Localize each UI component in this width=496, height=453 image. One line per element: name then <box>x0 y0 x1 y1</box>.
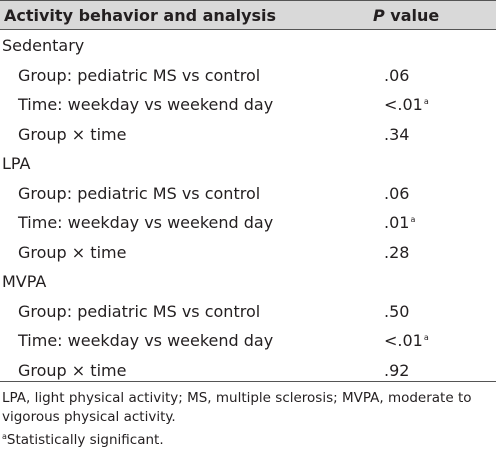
section-row-lpa: LPA <box>0 148 496 178</box>
p-value-text: .01 <box>384 213 410 232</box>
table-row: Group: pediatric MS vs control .06 <box>0 60 496 90</box>
row-label: Time: weekday vs weekend day <box>18 213 274 232</box>
table-row: Time: weekday vs weekend day .01a <box>0 207 496 237</box>
p-value-text: <.01 <box>384 95 423 114</box>
row-p-value: .28 <box>384 243 410 262</box>
table-bottom-rule <box>0 381 496 382</box>
row-p-value: .01a <box>384 213 415 232</box>
significance-marker: a <box>423 97 429 106</box>
table-row: Group × time .34 <box>0 119 496 149</box>
results-table: Activity behavior and analysis P value S… <box>0 0 496 385</box>
p-value-text: .06 <box>384 65 410 85</box>
header-activity-behavior: Activity behavior and analysis <box>4 6 277 25</box>
section-label: MVPA <box>2 272 47 291</box>
p-value-text: .34 <box>384 124 410 144</box>
table-footnotes: LPA, light physical activity; MS, multip… <box>2 389 492 450</box>
row-label: Time: weekday vs weekend day <box>18 331 274 350</box>
row-p-value: .50 <box>384 302 410 321</box>
p-value-text: .92 <box>384 360 410 380</box>
header-p-value: P value <box>373 6 439 25</box>
header-value-word: value <box>384 6 440 25</box>
significance-marker: a <box>423 333 429 342</box>
section-row-sedentary: Sedentary <box>0 30 496 60</box>
header-p-letter: P <box>373 6 385 25</box>
row-label: Group: pediatric MS vs control <box>18 301 261 321</box>
table-row: Time: weekday vs weekend day <.01a <box>0 89 496 119</box>
row-label: Group × time <box>18 360 127 380</box>
footnote-text: Statistically significant. <box>6 432 164 448</box>
row-label: Group: pediatric MS vs control <box>18 65 261 85</box>
significance-marker: a <box>410 215 416 224</box>
row-label: Group: pediatric MS vs control <box>18 183 261 203</box>
table-row: Time: weekday vs weekend day <.01a <box>0 325 496 355</box>
table-row: Group × time .92 <box>0 355 496 385</box>
row-p-value: <.01a <box>384 95 429 114</box>
p-value-text: <.01 <box>384 331 423 350</box>
row-p-value: <.01a <box>384 331 429 350</box>
row-label: Group × time <box>18 124 127 144</box>
row-p-value: .06 <box>384 66 410 85</box>
row-label: Group × time <box>18 242 127 262</box>
table-row: Group × time .28 <box>0 237 496 267</box>
row-p-value: .92 <box>384 361 410 380</box>
table-row: Group: pediatric MS vs control .50 <box>0 296 496 326</box>
table-header: Activity behavior and analysis P value <box>0 0 496 30</box>
footnote-marker: a <box>2 432 7 441</box>
significance-footnote: aStatistically significant. <box>2 427 492 450</box>
row-p-value: .06 <box>384 184 410 203</box>
section-row-mvpa: MVPA <box>0 266 496 296</box>
p-value-text: .28 <box>384 242 410 262</box>
p-value-text: .50 <box>384 301 410 321</box>
table-row: Group: pediatric MS vs control .06 <box>0 178 496 208</box>
row-p-value: .34 <box>384 125 410 144</box>
p-value-text: .06 <box>384 183 410 203</box>
section-label: Sedentary <box>2 36 85 55</box>
row-label: Time: weekday vs weekend day <box>18 95 274 114</box>
section-label: LPA <box>2 154 31 173</box>
abbreviations-footnote: LPA, light physical activity; MS, multip… <box>2 390 472 425</box>
